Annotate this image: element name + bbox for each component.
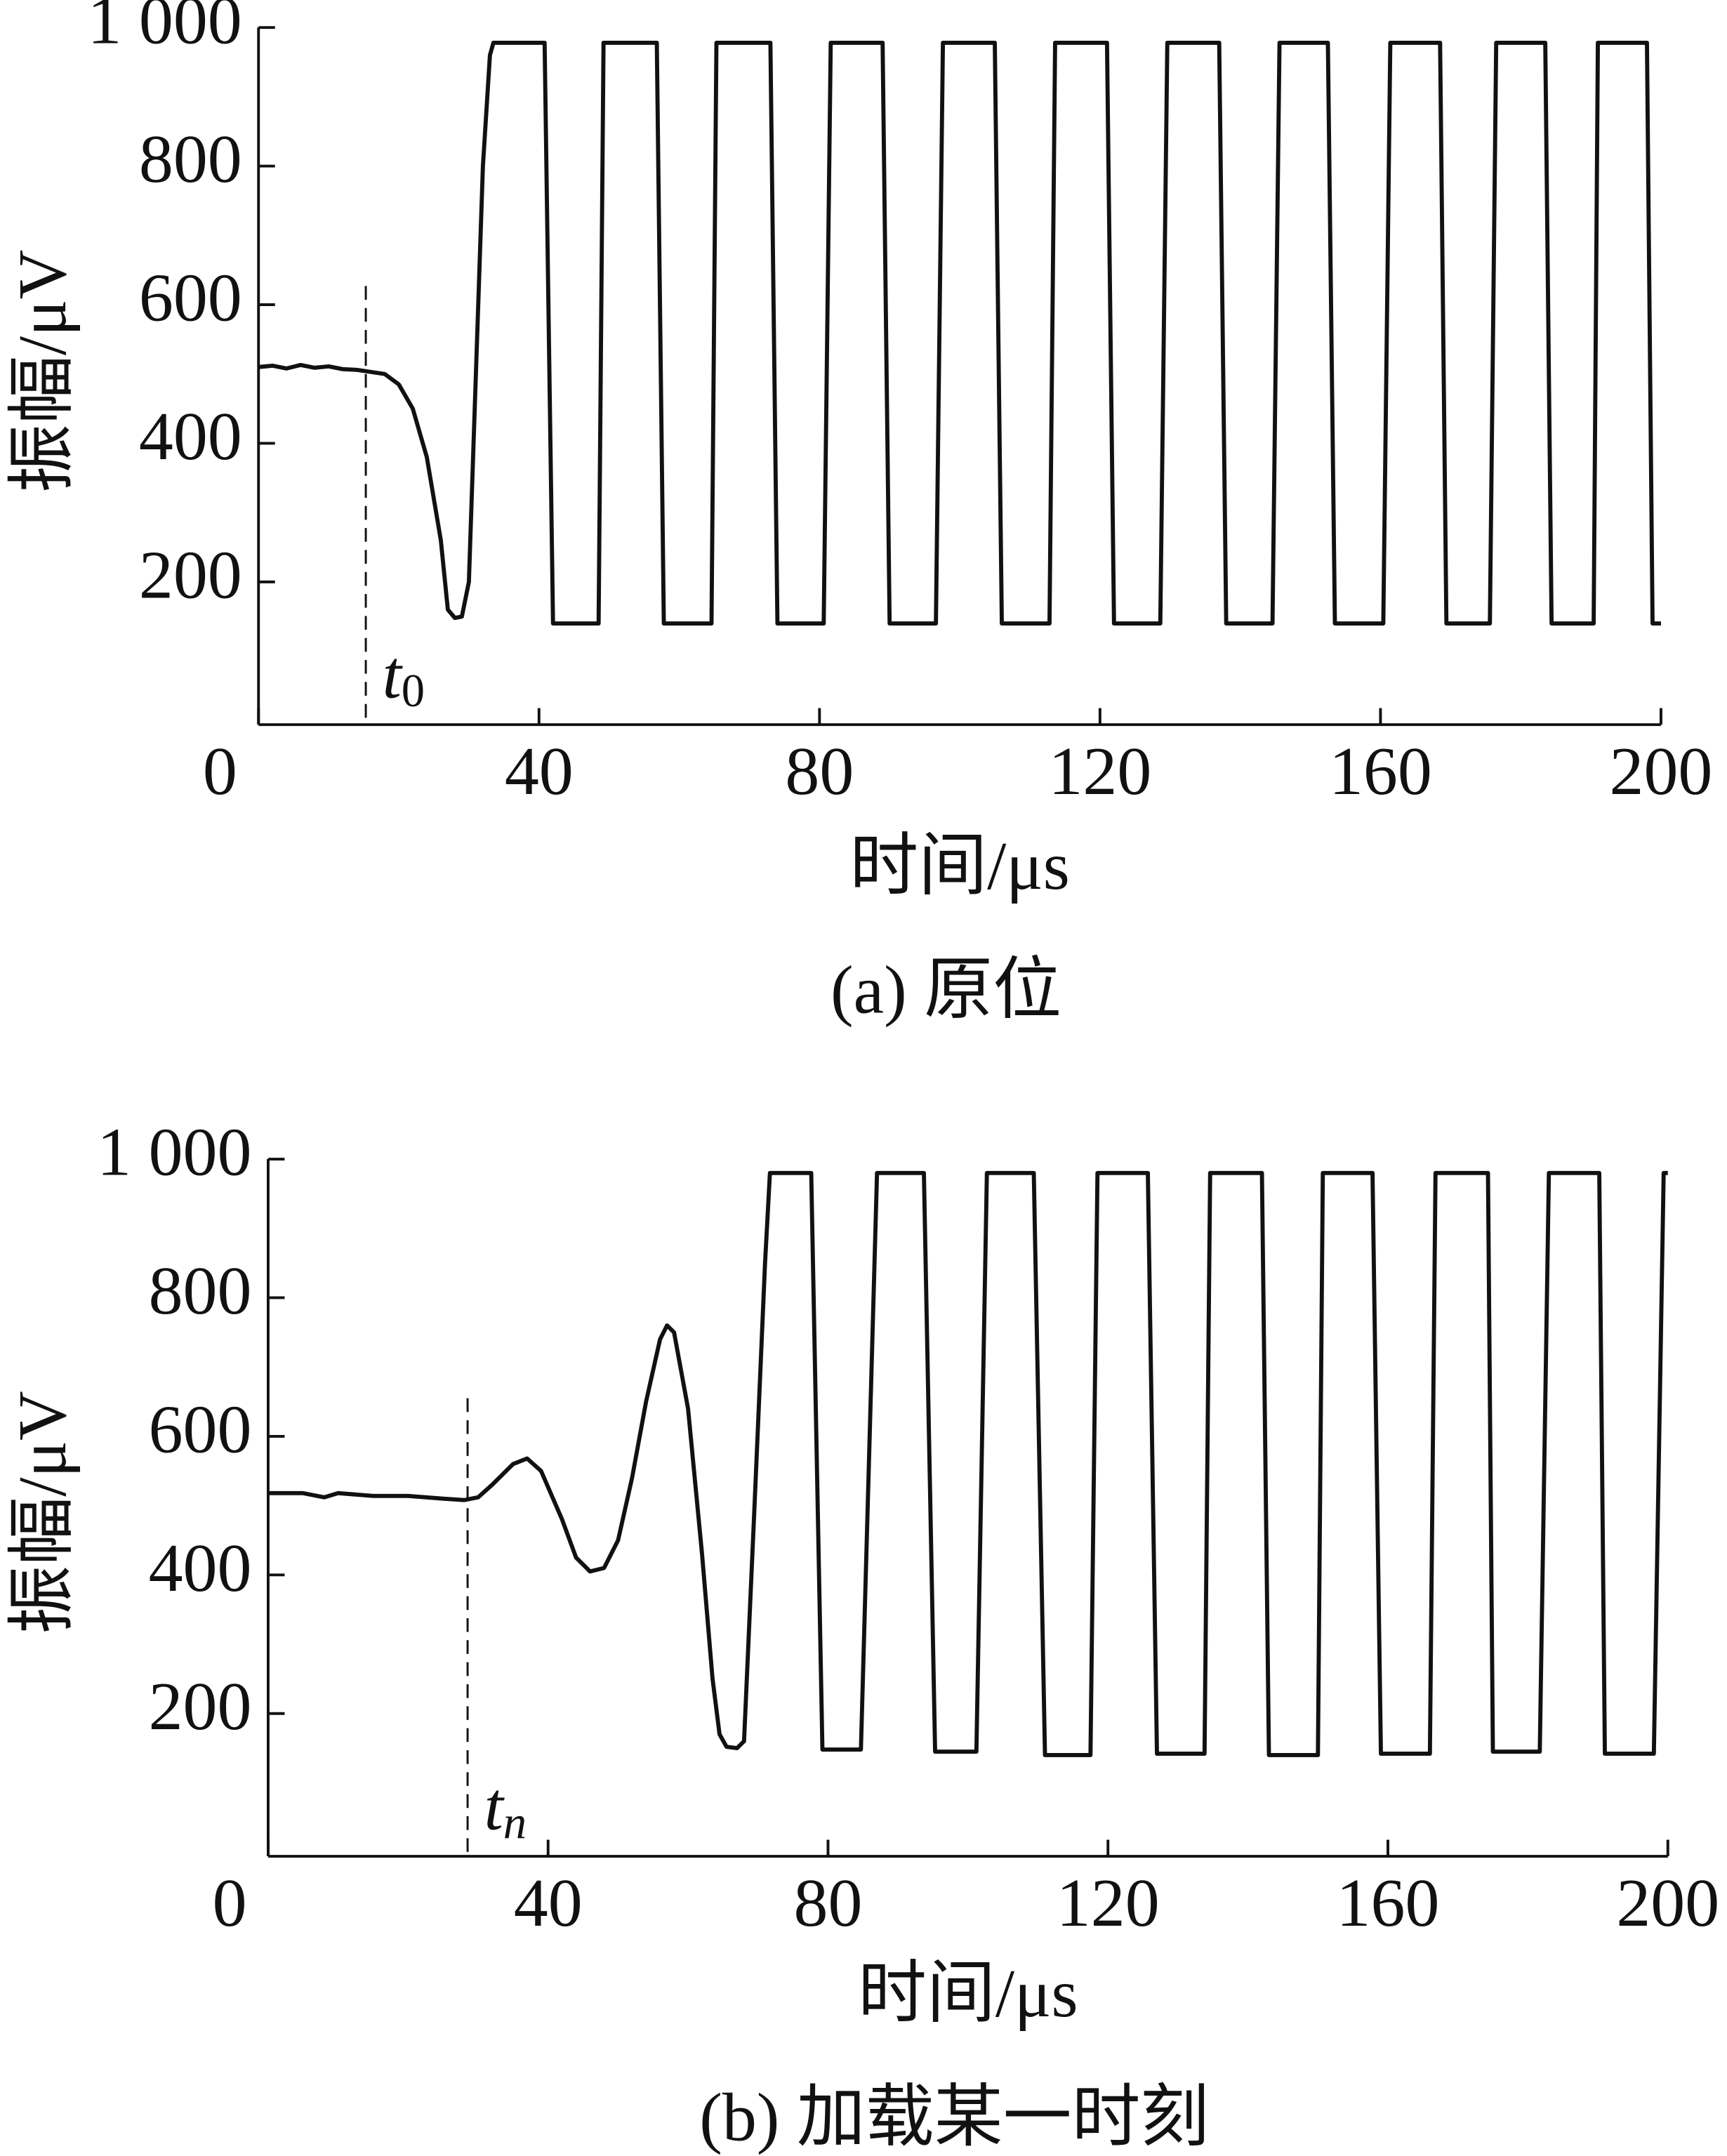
y-axis-label: 振幅/μV <box>5 250 81 493</box>
waveform <box>267 1170 1668 1757</box>
y-tick-label: 200 <box>139 537 242 613</box>
caption: (b) 加载某一时刻 <box>699 2079 1209 2155</box>
x-tick-label: 200 <box>1610 734 1713 809</box>
x-tick-label: 200 <box>1616 1865 1719 1941</box>
y-tick-label: 600 <box>149 1391 252 1467</box>
x-tick-label: 40 <box>505 734 574 809</box>
x-tick-label: 120 <box>1048 734 1151 809</box>
marker-subscript: n <box>503 1797 527 1849</box>
x-tick-label: 0 <box>213 1865 247 1941</box>
x-tick-label: 40 <box>514 1865 583 1941</box>
y-tick-label: 400 <box>139 399 242 475</box>
y-tick-label: 400 <box>149 1530 252 1606</box>
x-tick-label: 160 <box>1337 1865 1440 1941</box>
x-axis-label: 时间/μs <box>849 828 1070 904</box>
x-tick-label: 120 <box>1057 1865 1160 1941</box>
waveform <box>258 40 1661 626</box>
y-tick-label: 800 <box>139 121 242 197</box>
marker-symbol: t <box>383 637 404 713</box>
marker-symbol: t <box>484 1769 505 1845</box>
marker-subscript: 0 <box>402 666 425 717</box>
y-tick-label: 200 <box>149 1669 252 1745</box>
y-axis-label: 振幅/μV <box>5 1391 81 1634</box>
marker-label: t0 <box>383 637 425 717</box>
x-tick-label: 160 <box>1329 734 1432 809</box>
y-tick-label: 1 000 <box>97 1115 251 1191</box>
y-tick-label: 1 000 <box>87 0 241 59</box>
x-tick-label: 0 <box>203 734 237 809</box>
caption: (a) 原位 <box>831 952 1061 1028</box>
x-tick-label: 80 <box>794 1865 863 1941</box>
marker-label: tn <box>484 1769 527 1849</box>
x-axis-label: 时间/μs <box>858 1956 1078 2032</box>
y-tick-label: 600 <box>139 260 242 336</box>
x-tick-label: 80 <box>785 734 854 809</box>
y-tick-label: 800 <box>149 1253 252 1329</box>
